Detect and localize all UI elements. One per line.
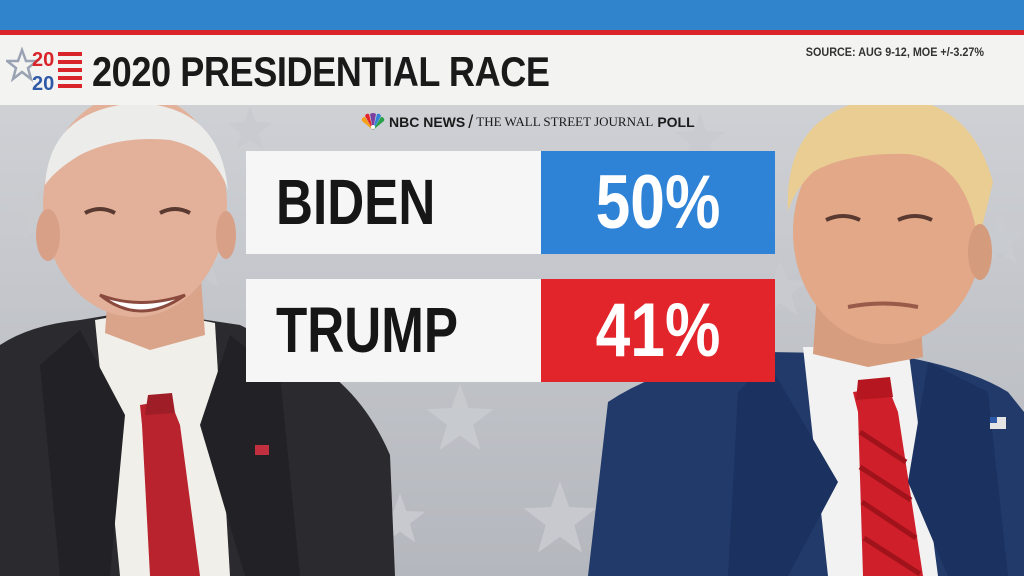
- candidate-name-box: TRUMP: [246, 279, 541, 382]
- poll-label: POLL: [657, 114, 695, 130]
- result-row-trump: TRUMP 41%: [246, 279, 775, 382]
- person-right-photo: [588, 97, 1024, 576]
- poll-attribution: NBC NEWS / THE WALL STREET JOURNAL POLL: [360, 112, 695, 132]
- header-bar: [0, 35, 1024, 105]
- source-note: SOURCE: AUG 9-12, MOE +/-3.27%: [805, 45, 984, 59]
- top-accent-bar: [0, 0, 1024, 30]
- candidate-name: BIDEN: [276, 166, 436, 238]
- nbc-peacock-icon: [361, 113, 385, 130]
- candidate-name-box: BIDEN: [246, 151, 541, 254]
- logo-bottom-digits: 20: [32, 73, 54, 95]
- candidate-percent: 41%: [595, 288, 721, 373]
- result-row-biden: BIDEN 50%: [246, 151, 775, 254]
- 2020-star-flag-icon: 20 20: [6, 46, 82, 95]
- poll-publication: THE WALL STREET JOURNAL: [476, 114, 654, 129]
- page-title: 2020 PRESIDENTIAL RACE: [92, 48, 550, 95]
- candidate-name: TRUMP: [276, 294, 459, 366]
- candidate-percent-box: 50%: [541, 151, 775, 254]
- candidate-percent-box: 41%: [541, 279, 775, 382]
- person-left-photo: [0, 95, 395, 576]
- logo-top-digits: 20: [32, 49, 54, 71]
- poll-separator: /: [468, 111, 474, 132]
- top-accent-red-line: [0, 30, 1024, 35]
- candidate-percent: 50%: [595, 160, 721, 245]
- poll-network: NBC NEWS: [389, 114, 466, 130]
